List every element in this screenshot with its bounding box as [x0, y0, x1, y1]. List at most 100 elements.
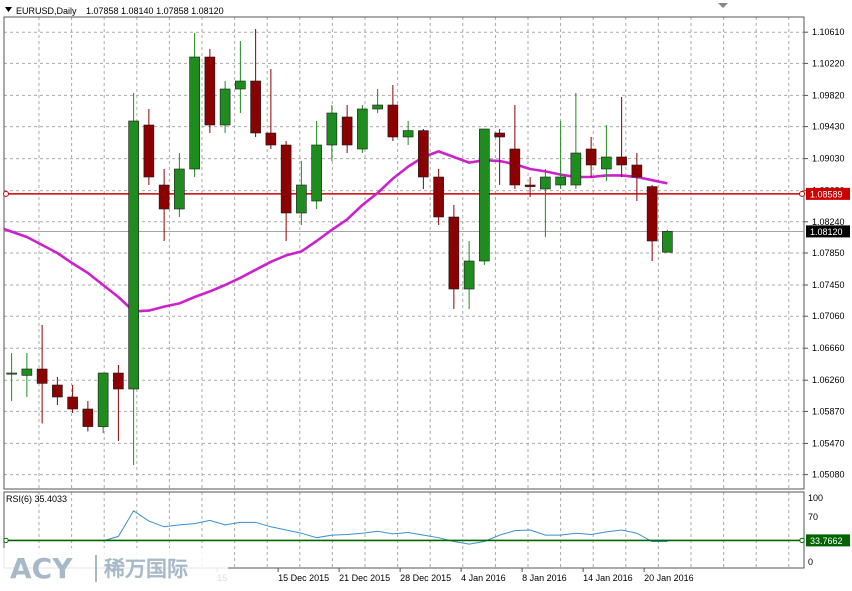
- candle-body: [219, 88, 231, 126]
- candle-body: [387, 104, 399, 138]
- candle-3: [52, 377, 63, 405]
- candle-body: [524, 184, 536, 187]
- date-tick-label: 20 Jan 2016: [644, 573, 694, 583]
- candle-body: [585, 148, 597, 166]
- candle-body: [158, 184, 170, 210]
- candle-body: [113, 372, 124, 390]
- moving-average-line: [3, 150, 668, 313]
- candle-body: [36, 368, 48, 384]
- price-axis: 1.106101.102201.098201.094301.090301.086…: [804, 27, 850, 567]
- candle-31: [479, 128, 490, 265]
- candle-25: [387, 85, 399, 141]
- candle-body: [97, 372, 109, 427]
- candle-20: [311, 121, 322, 209]
- watermark-cn: 稀万国际: [104, 557, 188, 581]
- price-tick-label: 1.07450: [812, 280, 845, 290]
- candle-body: [494, 132, 505, 138]
- candle-41: [631, 153, 643, 201]
- chart-menu-triangle-icon[interactable]: [5, 7, 12, 12]
- candle-16: [250, 29, 261, 137]
- chart-header-ohlc: 1.07858 1.08140 1.07858 1.08120: [86, 6, 224, 16]
- candle-36: [555, 121, 566, 189]
- chart-frame: [3, 16, 805, 569]
- candle-6: [97, 372, 109, 433]
- candle-body: [6, 372, 17, 375]
- candle-11: [174, 153, 185, 217]
- candle-35: [540, 169, 551, 237]
- price-tick-label: 1.05870: [812, 406, 845, 416]
- price-tick-label: 1.06260: [812, 375, 845, 385]
- current-price-box: [806, 225, 850, 238]
- candle-43: [662, 229, 673, 253]
- candle-body: [326, 112, 338, 146]
- candle-15: [235, 41, 246, 113]
- price-tick-label: 1.10610: [812, 27, 845, 37]
- level-label-box: [806, 187, 850, 200]
- candle-body: [357, 108, 368, 150]
- candle-14: [219, 81, 231, 133]
- rsi-title: RSI(6) 35.4033: [6, 494, 67, 504]
- candle-body: [631, 164, 643, 178]
- candle-body: [21, 368, 33, 376]
- candle-29: [448, 205, 460, 309]
- candle-21: [326, 105, 338, 161]
- watermark-logo: ACY 稀万国际: [0, 548, 228, 591]
- rsi-tick-label: 0: [808, 557, 813, 567]
- ma-polyline: [3, 150, 668, 313]
- candle-body: [570, 152, 582, 186]
- candle-body: [479, 128, 490, 262]
- grid: [4, 17, 804, 568]
- candle-9: [143, 109, 155, 185]
- candle-33: [509, 105, 521, 189]
- candle-body: [280, 144, 292, 214]
- price-tick-label: 1.06660: [812, 343, 845, 353]
- candle-body: [311, 144, 322, 202]
- candle-body: [250, 80, 261, 134]
- watermark-brand: ACY: [10, 552, 73, 585]
- candle-4: [67, 385, 78, 413]
- candle-body: [67, 396, 78, 410]
- candle-body: [540, 176, 551, 190]
- rsi-level-box: [806, 534, 850, 547]
- date-tick-label: 28 Dec 2015: [400, 573, 451, 583]
- candle-body: [646, 186, 658, 242]
- candle-37: [570, 93, 582, 189]
- candle-8: [128, 93, 139, 465]
- rsi-line: [102, 510, 668, 545]
- candle-body: [509, 148, 521, 186]
- candle-24: [372, 89, 383, 113]
- date-tick-label: 4 Jan 2016: [461, 573, 506, 583]
- labels-group: EURUSD,Daily 1.07858 1.08140 1.07858 1.0…: [5, 3, 728, 504]
- date-tick-label: 21 Dec 2015: [339, 573, 390, 583]
- chart-header-symbol: EURUSD,Daily: [16, 6, 77, 16]
- candle-body: [555, 176, 566, 186]
- candle-body: [418, 130, 429, 178]
- rsi-level-anchor-right: [799, 537, 805, 544]
- level-anchor-left: [3, 190, 9, 197]
- candle-body: [174, 168, 185, 210]
- scroll-shift-triangle-icon[interactable]: [718, 3, 728, 8]
- price-tick-label: 1.09430: [812, 122, 845, 132]
- candle-30: [463, 241, 475, 309]
- candle-body: [189, 56, 200, 170]
- candle-0: [6, 353, 17, 401]
- candle-body: [341, 116, 353, 146]
- candle-22: [341, 105, 353, 153]
- candle-17: [265, 69, 277, 149]
- candle-1: [21, 353, 33, 397]
- candle-body: [265, 132, 277, 146]
- candle-body: [616, 156, 627, 166]
- candle-body: [128, 120, 139, 390]
- horizontal-level-line: [3, 190, 805, 232]
- date-tick-label: 8 Jan 2016: [522, 573, 567, 583]
- price-tick-label: 1.07850: [812, 248, 845, 258]
- candle-body: [433, 176, 444, 218]
- candle-40: [616, 97, 627, 177]
- current-price-label: 1.08120: [810, 227, 843, 237]
- candle-body: [662, 231, 673, 253]
- candle-body: [235, 80, 246, 90]
- rsi-panel: [3, 510, 805, 545]
